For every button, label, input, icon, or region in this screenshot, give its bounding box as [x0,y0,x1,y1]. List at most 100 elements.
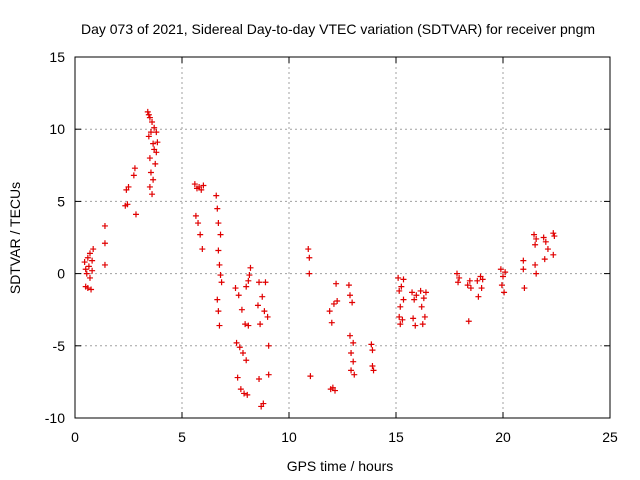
data-point-0-108 [350,339,357,346]
data-point-0-139 [465,318,472,325]
data-point-0-86 [262,279,269,286]
data-point-0-115 [395,274,402,281]
y-tick-label-4: 10 [49,121,65,137]
data-point-0-164 [550,230,557,237]
data-point-0-69 [241,390,248,397]
data-point-0-79 [256,279,263,286]
data-point-0-28 [146,183,153,190]
data-point-0-123 [400,296,407,303]
y-tick-label-3: 5 [57,193,65,209]
data-point-0-26 [146,114,153,121]
data-point-0-118 [397,303,404,310]
data-point-0-148 [498,282,505,289]
data-point-0-88 [265,371,272,378]
data-point-0-62 [233,339,240,346]
data-point-0-154 [521,285,528,292]
data-point-0-60 [216,322,223,329]
data-point-0-58 [214,296,221,303]
data-point-0-155 [531,231,538,238]
data-point-0-57 [218,279,225,286]
data-point-0-81 [257,321,264,328]
data-point-0-61 [232,285,239,292]
data-point-0-78 [254,302,261,309]
data-point-0-100 [333,280,340,287]
y-tick-label-5: 15 [49,49,65,65]
data-point-0-80 [256,376,263,383]
data-point-0-6 [85,263,92,270]
data-point-0-41 [191,181,198,188]
data-point-0-5 [84,285,91,292]
data-point-0-10 [89,257,96,264]
y-tick-label-1: -5 [53,338,66,354]
data-point-0-56 [217,231,224,238]
data-point-0-66 [237,386,244,393]
data-point-0-120 [398,283,405,290]
data-point-0-12 [90,246,97,253]
y-axis-title: SDTVAR / TECUs [7,182,23,294]
data-points [81,108,558,410]
data-point-0-160 [540,234,547,241]
data-point-0-96 [328,319,335,326]
data-point-0-74 [245,277,252,284]
data-point-0-109 [350,358,357,365]
data-point-0-0 [81,259,88,266]
data-point-0-27 [146,155,153,162]
data-point-0-138 [464,282,471,289]
data-point-0-98 [330,300,337,307]
data-point-0-50 [213,192,220,199]
data-point-0-163 [544,246,551,253]
data-point-0-3 [83,270,90,277]
data-point-0-145 [478,285,485,292]
data-point-0-75 [245,322,252,329]
data-point-0-165 [550,251,557,258]
x-tick-label-4: 20 [495,429,511,445]
data-point-0-52 [215,220,222,227]
data-point-0-9 [88,286,95,293]
data-point-0-105 [348,350,355,357]
data-point-0-49 [200,182,207,189]
data-point-0-18 [124,201,131,208]
data-point-0-51 [214,205,221,212]
data-point-0-142 [474,277,481,284]
data-point-0-47 [198,186,205,193]
data-point-0-134 [422,289,429,296]
data-point-0-37 [152,160,159,167]
data-point-0-110 [351,371,358,378]
data-point-0-129 [417,287,424,294]
data-point-0-34 [150,176,157,183]
data-point-0-76 [246,272,253,279]
data-point-0-92 [306,270,313,277]
data-point-0-40 [154,139,161,146]
data-point-0-23 [144,108,151,115]
data-point-0-11 [89,267,96,274]
data-point-0-73 [244,391,251,398]
data-point-0-116 [396,287,403,294]
data-point-0-157 [532,261,539,268]
data-point-0-114 [370,367,377,374]
data-point-0-161 [541,256,548,263]
data-point-0-64 [235,292,242,299]
data-point-0-102 [345,282,352,289]
data-point-0-44 [195,220,202,227]
data-point-0-21 [131,165,138,172]
data-point-0-117 [396,313,403,320]
data-point-0-22 [132,211,139,218]
data-point-0-14 [101,240,108,247]
data-point-0-53 [215,247,222,254]
data-point-0-46 [197,231,204,238]
data-point-0-119 [397,321,404,328]
data-point-0-42 [192,212,199,219]
data-point-0-152 [520,257,527,264]
x-tick-label-2: 10 [281,429,297,445]
data-point-0-29 [147,129,154,136]
data-point-0-141 [467,285,474,292]
data-point-0-94 [326,308,333,315]
data-point-0-137 [456,274,463,281]
data-point-0-106 [348,367,355,374]
data-point-0-4 [84,254,91,261]
data-point-0-8 [86,250,93,257]
data-point-0-32 [149,191,156,198]
data-point-0-153 [520,266,527,273]
data-point-0-149 [500,273,506,280]
data-point-0-1 [82,266,89,273]
